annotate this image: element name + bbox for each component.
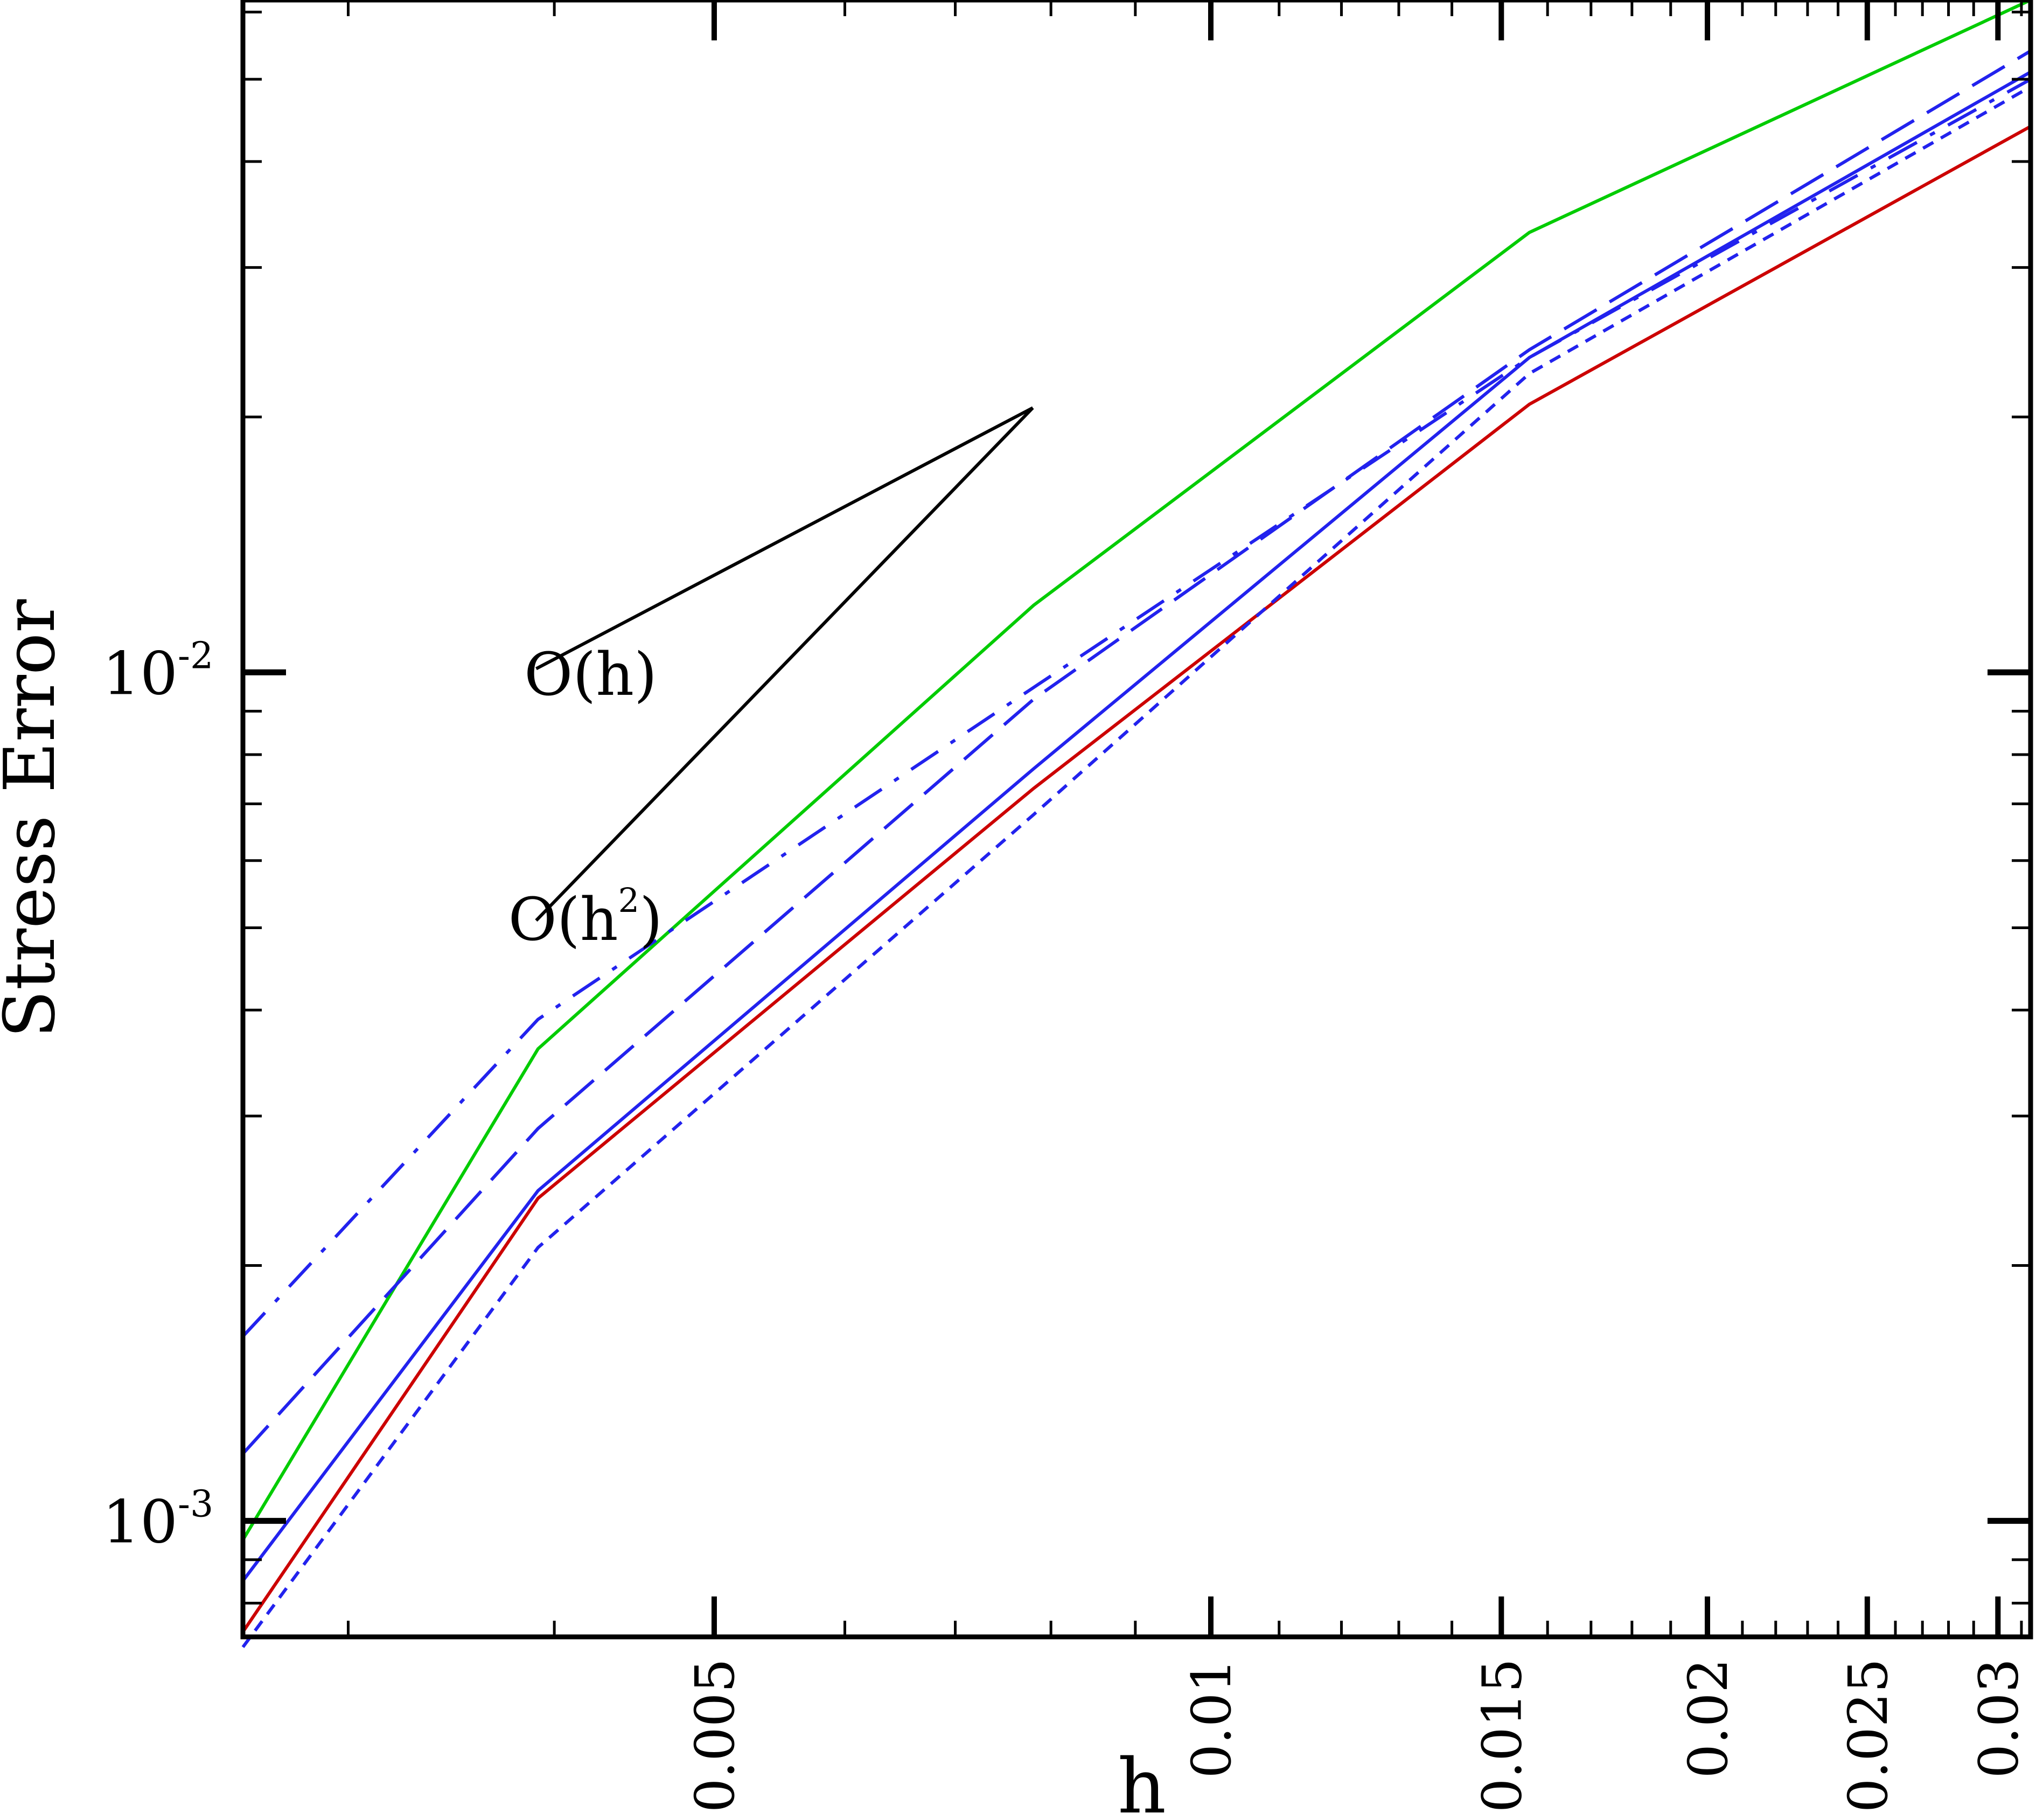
series-line-1 xyxy=(241,0,2032,1541)
x-tick-label: 0.005 xyxy=(684,1658,747,1812)
x-tick-label: 0.02 xyxy=(1677,1658,1740,1779)
x-axis-title: h xyxy=(1118,1743,1166,1820)
annotation-first-order: O(h) xyxy=(524,640,657,709)
first-order-slope-line xyxy=(535,406,1034,671)
annotation-second-order: O(h2) xyxy=(508,881,663,954)
series-layer xyxy=(241,0,2032,1648)
y-tick-label: 10-2 xyxy=(102,634,213,708)
x-tick-label: 0.03 xyxy=(1967,1658,2030,1779)
y-tick-label: 10-3 xyxy=(102,1483,213,1557)
series-line-6 xyxy=(241,85,2032,1648)
x-tick-label: 0.015 xyxy=(1470,1658,1533,1812)
series-line-4 xyxy=(241,49,2032,1455)
series-line-2 xyxy=(241,124,2032,1633)
series-line-3 xyxy=(241,70,2032,1582)
series-line-5 xyxy=(241,78,2032,1338)
second-order-slope-line xyxy=(535,407,1034,922)
x-tick-label: 0.025 xyxy=(1837,1658,1900,1812)
x-tick-label: 0.01 xyxy=(1180,1658,1243,1779)
y-axis-title: Stress Error xyxy=(0,599,71,1038)
axis-ticks: 0.005 0.01 0.015 0.02 0.025 0.03 10-3 10-2 xyxy=(102,0,2031,1812)
slope-triangle xyxy=(535,406,1034,922)
plot-frame xyxy=(240,0,2033,1640)
